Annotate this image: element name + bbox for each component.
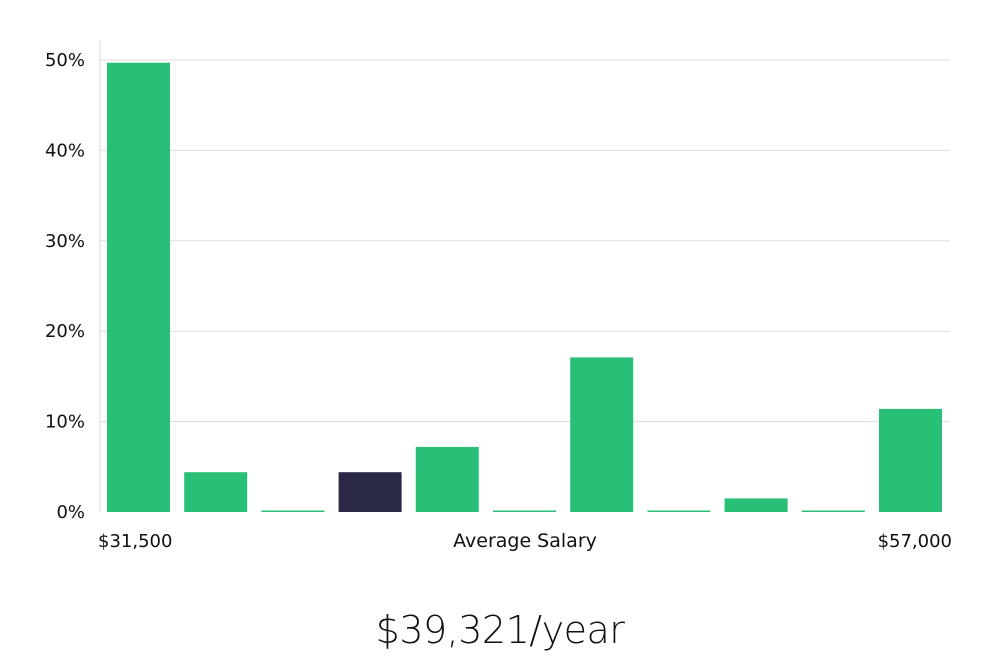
bar (801, 510, 865, 512)
salary-histogram: 0% 10% 20% 30% 40% 50% $31,500 Average Salary… (45, 40, 952, 552)
average-salary-headline: $39,321/year (375, 608, 625, 652)
x-max-label: $57,000 (878, 531, 952, 552)
bar-highlighted (338, 472, 402, 512)
y-tick-label: 40% (45, 140, 85, 161)
bar (107, 62, 170, 512)
y-tick-labels: 0% 10% 20% 30% 40% 50% (45, 50, 85, 523)
bar (184, 472, 248, 512)
bar (647, 510, 711, 512)
y-tick-label: 20% (45, 321, 85, 342)
grid-lines (100, 59, 950, 423)
bar (879, 408, 942, 512)
y-tick-label: 30% (45, 231, 85, 252)
bar (493, 510, 556, 512)
y-tick-label: 0% (56, 502, 85, 523)
y-tick-label: 50% (45, 50, 85, 71)
y-tick-label: 10% (45, 412, 85, 433)
x-axis-title: Average Salary (453, 530, 597, 552)
bars (107, 62, 942, 512)
x-min-label: $31,500 (98, 531, 172, 552)
bar (261, 510, 325, 512)
bar (570, 357, 634, 512)
bar (415, 446, 479, 512)
bar (724, 498, 788, 512)
